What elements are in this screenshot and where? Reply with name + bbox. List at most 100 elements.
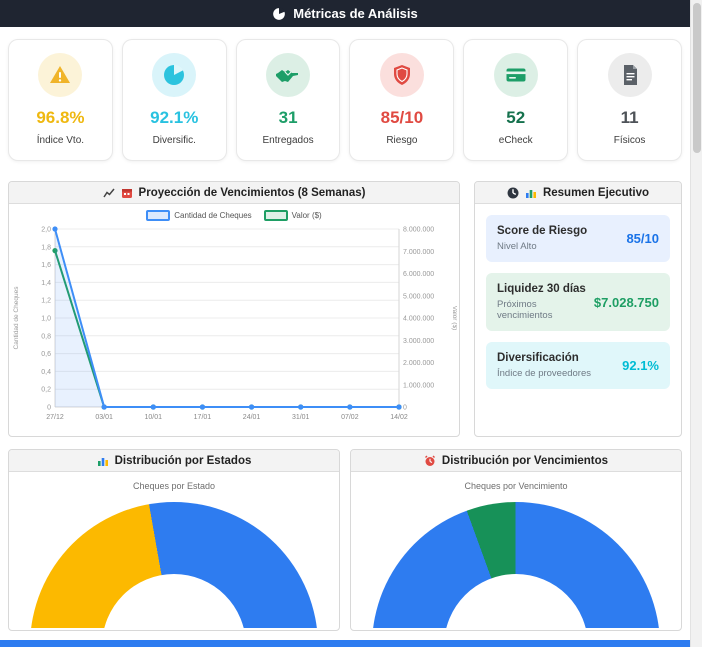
legend-item-valor[interactable]: Valor ($): [263, 210, 322, 221]
states-panel: Distribución por Estados Cheques por Est…: [8, 449, 340, 631]
metric-card-indice-vto: 96.8% Índice Vto.: [8, 39, 113, 161]
summary-item-title: Diversificación: [497, 352, 579, 364]
donut-hole: [102, 574, 246, 628]
svg-text:0,6: 0,6: [41, 351, 51, 358]
metric-value: 52: [506, 108, 526, 127]
metric-label: eCheck: [498, 135, 533, 146]
metric-card-echeck: 52 eCheck: [463, 39, 569, 161]
calendar-icon: [121, 187, 133, 199]
metric-value: 31: [278, 108, 298, 127]
summary-item-value: 92.1%: [622, 358, 659, 373]
metric-label: Diversific.: [152, 135, 196, 146]
summary-panel-title: Resumen Ejecutivo: [542, 186, 650, 199]
summary-item-subtitle: Índice de proveedores: [497, 368, 592, 379]
summary-panel-header: Resumen Ejecutivo: [475, 182, 681, 204]
metrics-row: 96.8% Índice Vto. 92.1% Diversific. 31 E…: [0, 27, 690, 173]
bar-chart-icon: [97, 455, 109, 467]
svg-text:0,4: 0,4: [41, 369, 51, 376]
svg-text:0,8: 0,8: [41, 333, 51, 340]
svg-text:07/02: 07/02: [341, 414, 359, 421]
echeck-card-icon: [493, 53, 538, 97]
svg-text:1,0: 1,0: [41, 316, 51, 323]
summary-item-subtitle: Nivel Alto: [497, 241, 537, 252]
app-pie-icon: [272, 7, 286, 21]
svg-text:2.000.000: 2.000.000: [403, 360, 434, 367]
metric-card-diversific: 92.1% Diversific.: [121, 39, 227, 161]
states-panel-header: Distribución por Estados: [9, 450, 339, 472]
svg-text:2,0: 2,0: [41, 227, 51, 234]
document-icon: [607, 53, 652, 97]
summary-item-title: Score de Riesgo: [497, 225, 588, 237]
summary-panel: Resumen Ejecutivo Score de Riesgo Nivel …: [474, 181, 682, 437]
svg-text:8.000.000: 8.000.000: [403, 227, 434, 234]
states-donut-chart[interactable]: [9, 496, 339, 628]
projection-panel-title: Proyección de Vencimientos (8 Semanas): [138, 186, 366, 199]
summary-item-value: 85/10: [626, 231, 659, 246]
vertical-scrollbar[interactable]: [690, 0, 702, 647]
line-chart-icon: [102, 187, 115, 199]
metric-value: 92.1%: [150, 108, 199, 127]
legend-item-cantidad[interactable]: Cantidad de Cheques: [146, 210, 252, 221]
projection-panel: Proyección de Vencimientos (8 Semanas) C…: [8, 181, 460, 437]
svg-text:0: 0: [47, 405, 51, 412]
legend-label: Cantidad de Cheques: [174, 211, 252, 220]
summary-item-score: Score de Riesgo Nivel Alto 85/10: [486, 215, 670, 262]
svg-text:Valor ($): Valor ($): [451, 306, 457, 330]
footer-bar: [0, 640, 690, 647]
states-chart-title: Cheques por Estado: [132, 481, 216, 491]
summary-item-subtitle: Próximos vencimientos: [497, 299, 553, 321]
svg-text:1,8: 1,8: [41, 244, 51, 251]
states-panel-title: Distribución por Estados: [114, 454, 252, 467]
svg-text:17/01: 17/01: [194, 414, 212, 421]
donut-ring: [372, 502, 660, 628]
summary-item-diversificacion: Diversificación Índice de proveedores 92…: [486, 342, 670, 389]
metric-label: Físicos: [613, 135, 646, 146]
summary-item-title: Liquidez 30 días: [497, 283, 586, 295]
shield-icon: [379, 53, 424, 97]
svg-text:1,6: 1,6: [41, 262, 51, 269]
svg-text:6.000.000: 6.000.000: [403, 271, 434, 278]
metric-label: Índice Vto.: [36, 135, 85, 146]
svg-text:4.000.000: 4.000.000: [403, 316, 434, 323]
svg-text:5.000.000: 5.000.000: [403, 293, 434, 300]
summary-item-liquidez: Liquidez 30 días Próximos vencimientos $…: [486, 273, 670, 331]
svg-text:27/12: 27/12: [46, 414, 64, 421]
metric-card-entregados: 31 Entregados: [235, 39, 341, 161]
pie-chart-icon: [152, 53, 197, 97]
metric-value: 85/10: [380, 108, 424, 127]
svg-text:31/01: 31/01: [292, 414, 310, 421]
warning-icon: [38, 53, 83, 97]
svg-text:1.000.000: 1.000.000: [403, 382, 434, 389]
metric-card-fisicos: 11 Físicos: [577, 39, 682, 161]
legend-swatch-green: [263, 210, 288, 221]
svg-text:24/01: 24/01: [243, 414, 261, 421]
summary-item-value: $7.028.750: [593, 294, 659, 310]
metric-value: 96.8%: [36, 108, 85, 127]
svg-text:7.000.000: 7.000.000: [403, 249, 434, 256]
metric-label: Entregados: [262, 135, 314, 146]
legend-label: Valor ($): [291, 211, 322, 220]
svg-text:1,4: 1,4: [41, 280, 51, 287]
svg-text:1,2: 1,2: [41, 298, 51, 305]
donut-hole: [444, 574, 588, 628]
svg-text:03/01: 03/01: [95, 414, 113, 421]
scrollbar-thumb[interactable]: [693, 3, 701, 153]
due-panel-header: Distribución por Vencimientos: [351, 450, 681, 472]
gauge-icon: [507, 187, 519, 199]
metric-card-riesgo: 85/10 Riesgo: [349, 39, 455, 161]
alarm-clock-icon: [424, 455, 436, 467]
bar-chart-icon: [525, 187, 537, 199]
projection-line-chart[interactable]: 2,0 1,8 1,6 1,4 1,2 1,0 0,8 0,6 0,4 0,2 0 8.000.000…: [9, 221, 458, 427]
due-donut-chart[interactable]: [351, 496, 681, 628]
bottom-row: Distribución por Estados Cheques por Est…: [0, 449, 690, 631]
svg-text:0,2: 0,2: [41, 387, 51, 394]
handshake-icon: [266, 53, 311, 97]
page-title: Métricas de Análisis: [293, 6, 418, 21]
due-panel: Distribución por Vencimientos Cheques po…: [350, 449, 682, 631]
legend-swatch-blue: [146, 210, 171, 221]
metric-label: Riesgo: [386, 135, 418, 146]
svg-text:14/02: 14/02: [390, 414, 408, 421]
app-titlebar: Métricas de Análisis: [0, 0, 690, 27]
due-panel-title: Distribución por Vencimientos: [441, 454, 609, 467]
